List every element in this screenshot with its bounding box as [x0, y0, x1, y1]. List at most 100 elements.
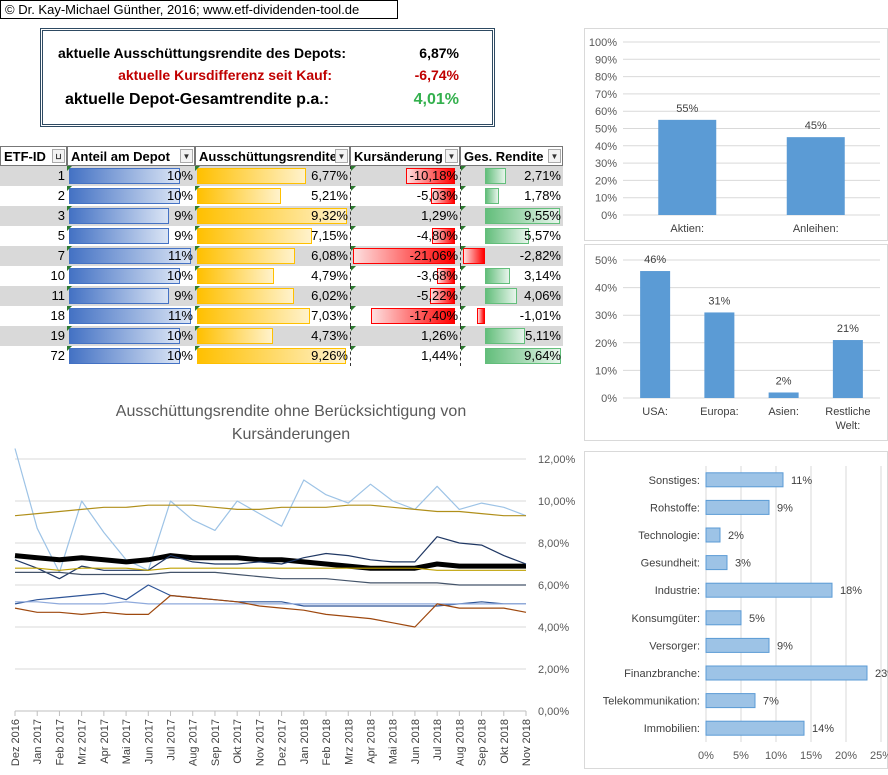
filter-dropdown-icon[interactable]: ⊔	[52, 149, 65, 163]
table-row: 19 10% 4,73% 1,26% 5,11%	[0, 326, 563, 346]
category-label: Versorger:	[649, 640, 700, 652]
x-tick-label: Feb 2017	[54, 719, 66, 765]
cell-id[interactable]: 10	[50, 268, 65, 283]
cell-aus[interactable]: 6,77%	[195, 166, 350, 186]
cell-id[interactable]: 3	[57, 208, 65, 223]
cell-aus[interactable]: 6,02%	[195, 286, 350, 306]
header-ausschuettung[interactable]: Ausschüttungsrendite ▼	[195, 146, 350, 166]
cell-ges[interactable]: 5,11%	[460, 326, 563, 346]
chevron-down-icon[interactable]: ▼	[548, 149, 561, 163]
error-indicator-icon	[67, 166, 72, 171]
cell-id[interactable]: 18	[50, 308, 65, 323]
y-tick-label: 50%	[595, 255, 617, 267]
cell-kurs[interactable]: -10,18%	[350, 166, 460, 186]
summary-box: aktuelle Ausschüttungsrendite des Depots…	[40, 28, 495, 127]
cell-ges[interactable]: -2,82%	[460, 246, 563, 266]
bar	[640, 271, 671, 398]
cell-aus[interactable]: 6,08%	[195, 246, 350, 266]
data-label: 2%	[728, 530, 744, 542]
header-ges[interactable]: Ges. Rendite ▼	[460, 146, 563, 166]
filter-active-icon[interactable]: ▼	[180, 149, 193, 163]
cell-kurs[interactable]: 1,26%	[350, 326, 460, 346]
cell-anteil[interactable]: 9%	[67, 286, 195, 306]
cell-aus[interactable]: 9,32%	[195, 206, 350, 226]
header-etf-id[interactable]: ETF-ID ⊔	[0, 146, 67, 166]
cell-ges[interactable]: 4,06%	[460, 286, 563, 306]
header-kurs[interactable]: Kursänderung ▼	[350, 146, 460, 166]
cell-kurs[interactable]: -21,06%	[350, 246, 460, 266]
cell-kurs[interactable]: -17,40%	[350, 306, 460, 326]
x-tick-label: Dez 2016	[10, 719, 22, 766]
category-label: Telekommunikation:	[603, 696, 700, 708]
data-label: 18%	[840, 585, 862, 597]
cell-id[interactable]: 72	[50, 348, 65, 363]
data-label: 31%	[708, 295, 730, 307]
cell-anteil[interactable]: 10%	[67, 186, 195, 206]
x-tick-label: 5%	[733, 750, 749, 762]
cell-id[interactable]: 1	[57, 168, 65, 183]
cell-aus[interactable]: 7,15%	[195, 226, 350, 246]
ausschuettung-databar	[197, 208, 347, 224]
cell-anteil[interactable]: 10%	[67, 166, 195, 186]
cell-aus[interactable]: 4,73%	[195, 326, 350, 346]
cell-anteil[interactable]: 11%	[67, 246, 195, 266]
error-indicator-icon	[351, 306, 356, 311]
cell-ges[interactable]: 1,78%	[460, 186, 563, 206]
category-label: Industrie:	[655, 585, 700, 597]
cell-ges[interactable]: 2,71%	[460, 166, 563, 186]
data-label: 5%	[749, 613, 765, 625]
x-tick-label: Mai 2018	[388, 719, 400, 764]
y-tick-label: 40%	[595, 283, 617, 295]
bar	[786, 137, 845, 215]
cell-ges[interactable]: 9,64%	[460, 346, 563, 366]
category-label: Sonstiges:	[649, 475, 700, 487]
cell-kurs[interactable]: 1,44%	[350, 346, 460, 366]
cell-aus[interactable]: 9,26%	[195, 346, 350, 366]
cell-kurs[interactable]: -5,03%	[350, 186, 460, 206]
chevron-down-icon[interactable]: ▼	[445, 149, 458, 163]
cell-id[interactable]: 19	[50, 328, 65, 343]
cell-anteil[interactable]: 9%	[67, 206, 195, 226]
cell-kurs[interactable]: -4,80%	[350, 226, 460, 246]
cell-aus[interactable]: 7,03%	[195, 306, 350, 326]
ausschuettung-databar	[197, 348, 347, 364]
ges-databar	[485, 328, 526, 344]
category-label: Konsumgüter:	[632, 613, 700, 625]
y-tick-label: 0%	[601, 210, 617, 222]
asset-class-chart: 0% 10% 20% 30% 40% 50% 60% 70% 80% 90% 100% 55% Akti…	[589, 37, 880, 235]
category-label: Technologie:	[638, 530, 700, 542]
cell-aus[interactable]: 4,79%	[195, 266, 350, 286]
cell-id[interactable]: 11	[51, 288, 66, 303]
table-row: 11 9% 6,02% -5,22% 4,06%	[0, 286, 563, 306]
data-label: 45%	[805, 120, 827, 132]
chevron-down-icon[interactable]: ▼	[335, 149, 348, 163]
cell-anteil[interactable]: 11%	[67, 306, 195, 326]
yield-line-chart: Ausschüttungsrendite ohne Berücksichtigu…	[10, 403, 576, 766]
cell-id[interactable]: 2	[57, 188, 65, 203]
cell-anteil[interactable]: 10%	[67, 266, 195, 286]
cell-anteil[interactable]: 10%	[67, 346, 195, 366]
cell-id[interactable]: 7	[57, 248, 65, 263]
cell-kurs[interactable]: 1,29%	[350, 206, 460, 226]
category-label: Aktien:	[670, 223, 704, 235]
table-row: 18 11% 7,03% -17,40% -1,01%	[0, 306, 563, 326]
cell-anteil[interactable]: 9%	[67, 226, 195, 246]
cell-kurs[interactable]: -3,68%	[350, 266, 460, 286]
bar	[768, 392, 799, 398]
data-label: 2%	[776, 375, 792, 387]
bar	[705, 665, 868, 681]
y-tick-label: 4,00%	[538, 622, 569, 634]
cell-kurs[interactable]: -5,22%	[350, 286, 460, 306]
bar	[704, 312, 735, 398]
cell-ges[interactable]: -1,01%	[460, 306, 563, 326]
cell-aus[interactable]: 5,21%	[195, 186, 350, 206]
cell-ges[interactable]: 9,55%	[460, 206, 563, 226]
series-line	[14, 594, 527, 628]
cell-ges[interactable]: 5,57%	[460, 226, 563, 246]
cell-anteil[interactable]: 10%	[67, 326, 195, 346]
cell-id[interactable]: 5	[57, 228, 65, 243]
cell-ges[interactable]: 3,14%	[460, 266, 563, 286]
error-indicator-icon	[461, 206, 466, 211]
header-anteil[interactable]: Anteil am Depot ▼	[67, 146, 195, 166]
error-indicator-icon	[195, 346, 200, 351]
